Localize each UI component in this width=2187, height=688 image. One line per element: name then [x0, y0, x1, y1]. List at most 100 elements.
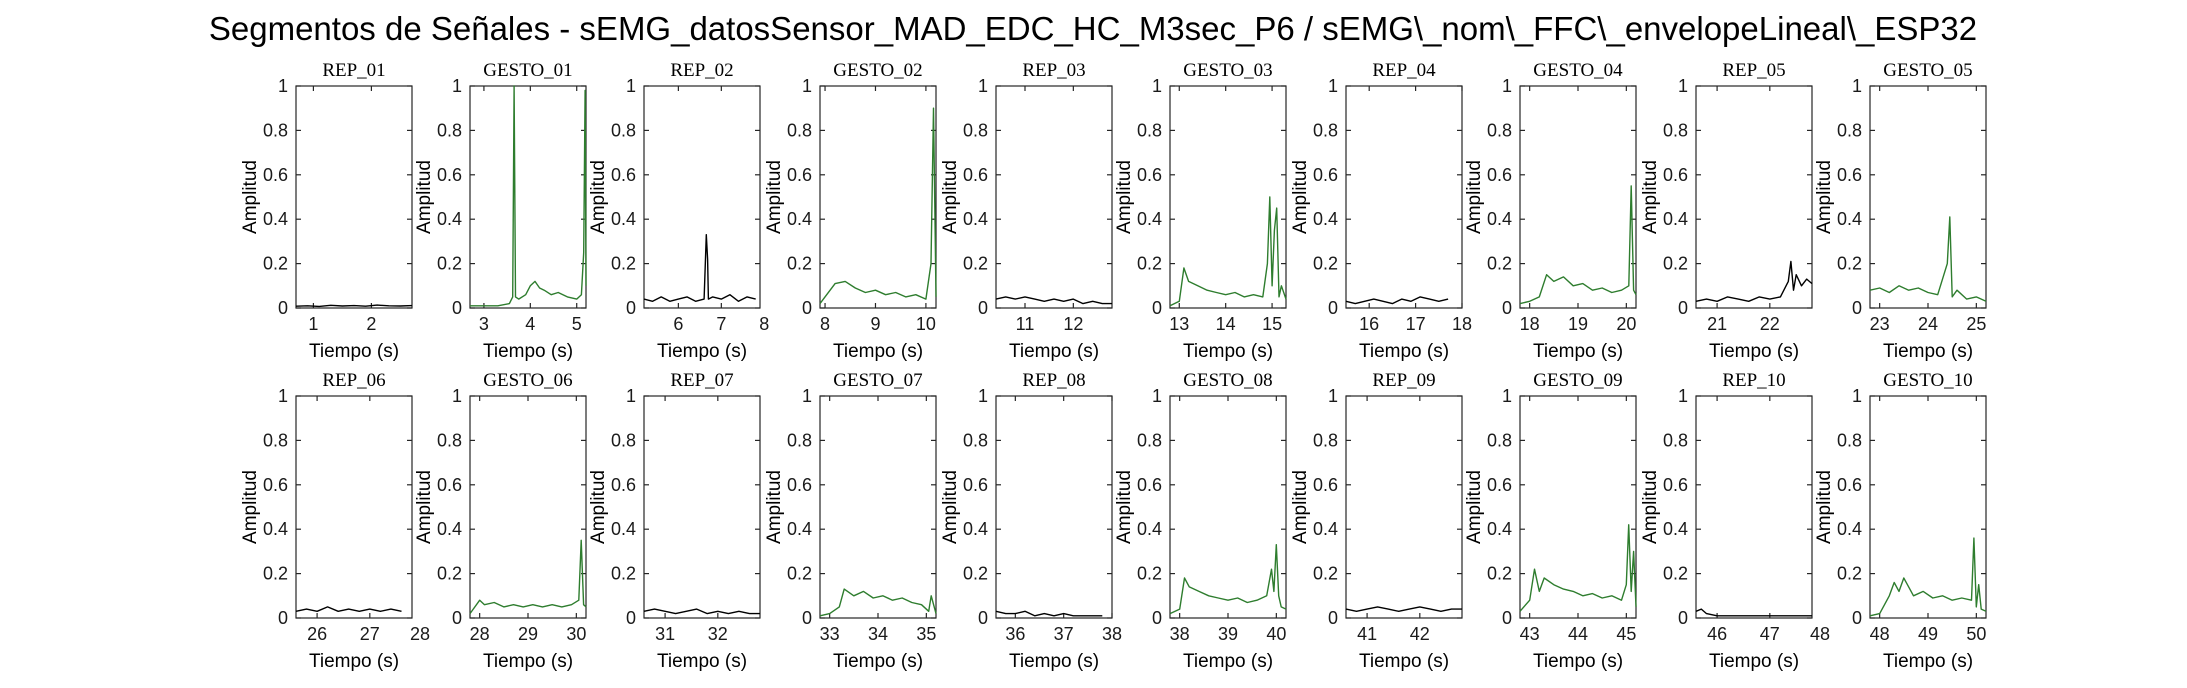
y-axis-label: Amplitud — [414, 160, 435, 234]
y-tick-label: 0.6 — [1837, 165, 1862, 185]
x-tick-label: 12 — [1063, 314, 1083, 334]
y-tick-label: 0 — [978, 298, 988, 318]
subplot-rep-05: REP_05 0 0.2 0.4 0.6 0.8 1 21 22 Tiempo (s) Amplit… — [1640, 60, 1813, 362]
x-tick-label: 7 — [716, 314, 726, 334]
figure-title: Segmentos de Señales - sEMG_datosSensor_… — [209, 10, 1977, 47]
subplot-gesto-03: GESTO_03 0 0.2 0.4 0.6 0.8 1 13 14 15 Tiempo (s) Am… — [1114, 60, 1287, 362]
x-tick-label: 28 — [410, 624, 430, 644]
y-axis-label: Amplitud — [764, 470, 785, 544]
subplot-gesto-10: GESTO_10 0 0.2 0.4 0.6 0.8 1 48 49 50 Tiempo (s) Am… — [1814, 370, 1987, 672]
y-tick-label: 0.4 — [787, 519, 812, 539]
x-tick-label: 20 — [1616, 314, 1636, 334]
subplot-title: GESTO_03 — [1183, 60, 1272, 81]
axes-box — [643, 395, 761, 619]
y-tick-label: 0.2 — [1137, 254, 1162, 274]
signal-line — [1869, 216, 1987, 302]
y-axis-label: Amplitud — [1814, 470, 1835, 544]
x-tick-label: 44 — [1568, 624, 1588, 644]
y-tick-label: 0 — [452, 608, 462, 628]
subplot-title: GESTO_07 — [833, 370, 922, 391]
y-tick-label: 0.8 — [963, 120, 988, 140]
y-tick-label: 0.2 — [1837, 254, 1862, 274]
signal-line — [1345, 606, 1462, 612]
y-tick-label: 0.8 — [611, 430, 636, 450]
signal-line — [1519, 185, 1637, 305]
y-tick-label: 0.4 — [1837, 519, 1862, 539]
subplot-title: REP_01 — [322, 60, 385, 81]
y-tick-label: 0.6 — [1663, 475, 1688, 495]
x-tick-label: 8 — [820, 314, 830, 334]
y-tick-label: 0 — [1502, 298, 1512, 318]
subplot-rep-01: REP_01 0 0.2 0.4 0.6 0.8 1 1 2 Tiempo (s) Amplitud — [240, 60, 413, 362]
y-tick-label: 0 — [626, 298, 636, 318]
y-tick-label: 0.6 — [437, 475, 462, 495]
axes-box — [1169, 85, 1287, 309]
x-axis-label: Tiempo (s) — [309, 651, 399, 672]
y-axis-label: Amplitud — [240, 160, 261, 234]
y-tick-label: 0.8 — [1663, 430, 1688, 450]
y-tick-label: 0.6 — [611, 475, 636, 495]
y-tick-label: 1 — [1152, 76, 1162, 96]
y-tick-label: 1 — [1852, 386, 1862, 406]
y-tick-label: 0 — [1152, 608, 1162, 628]
y-tick-label: 0.2 — [611, 564, 636, 584]
y-tick-label: 0 — [1852, 298, 1862, 318]
axes-box — [1695, 395, 1813, 619]
y-tick-label: 0.8 — [437, 430, 462, 450]
y-tick-label: 0.4 — [1137, 209, 1162, 229]
y-tick-label: 0.2 — [1487, 254, 1512, 274]
y-tick-label: 0.6 — [963, 475, 988, 495]
y-tick-label: 1 — [278, 76, 288, 96]
y-tick-label: 0.4 — [1663, 209, 1688, 229]
y-axis-label: Amplitud — [940, 160, 961, 234]
y-tick-label: 0.6 — [963, 165, 988, 185]
y-axis-label: Amplitud — [1290, 160, 1311, 234]
y-axis-label: Amplitud — [1464, 160, 1485, 234]
x-axis-label: Tiempo (s) — [833, 651, 923, 672]
y-tick-label: 0 — [278, 608, 288, 628]
y-tick-label: 0.2 — [1663, 564, 1688, 584]
y-tick-label: 0 — [626, 608, 636, 628]
y-axis-label: Amplitud — [1464, 470, 1485, 544]
signal-line — [1519, 524, 1637, 612]
x-tick-label: 27 — [360, 624, 380, 644]
y-tick-label: 0.4 — [1313, 519, 1338, 539]
x-tick-label: 2 — [366, 314, 376, 334]
y-tick-label: 0 — [1152, 298, 1162, 318]
x-axis-label: Tiempo (s) — [1359, 341, 1449, 362]
axes-box — [295, 85, 413, 309]
y-tick-label: 0.4 — [1487, 519, 1512, 539]
x-tick-label: 18 — [1452, 314, 1472, 334]
y-tick-label: 1 — [278, 386, 288, 406]
y-tick-label: 0.6 — [1313, 475, 1338, 495]
x-tick-label: 34 — [868, 624, 888, 644]
subplot-title: GESTO_04 — [1533, 60, 1623, 81]
y-tick-label: 0.4 — [263, 519, 288, 539]
subplot-title: REP_10 — [1722, 370, 1785, 391]
subplot-title: GESTO_02 — [833, 60, 922, 81]
y-axis-label: Amplitud — [588, 470, 609, 544]
axes-box — [1345, 395, 1463, 619]
y-axis-label: Amplitud — [240, 470, 261, 544]
x-axis-label: Tiempo (s) — [833, 341, 923, 362]
x-tick-label: 4 — [525, 314, 535, 334]
x-tick-label: 1 — [308, 314, 318, 334]
subplot-rep-06: REP_06 0 0.2 0.4 0.6 0.8 1 26 27 28 Tiempo (s) Ampl… — [240, 370, 430, 672]
x-axis-label: Tiempo (s) — [1533, 341, 1623, 362]
x-tick-label: 43 — [1520, 624, 1540, 644]
signal-line — [643, 233, 756, 302]
axes-box — [819, 85, 937, 309]
y-tick-label: 0.6 — [1137, 475, 1162, 495]
axes-box — [819, 395, 937, 619]
y-tick-label: 0.8 — [611, 120, 636, 140]
signal-line — [1345, 296, 1449, 305]
y-tick-label: 0.4 — [963, 209, 988, 229]
subplot-title: REP_07 — [670, 370, 733, 391]
y-tick-label: 0.6 — [1487, 475, 1512, 495]
x-tick-label: 16 — [1359, 314, 1379, 334]
x-tick-label: 38 — [1102, 624, 1122, 644]
signal-line — [295, 304, 413, 308]
y-tick-label: 0.4 — [1837, 209, 1862, 229]
y-tick-label: 1 — [626, 386, 636, 406]
